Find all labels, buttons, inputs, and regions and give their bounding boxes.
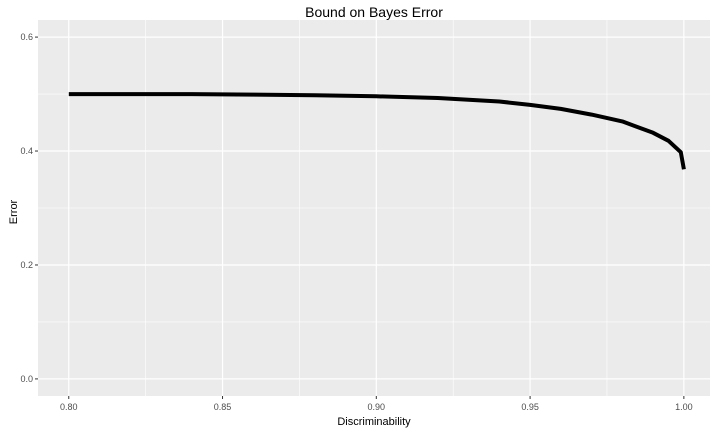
x-tick-label: 0.85 <box>214 402 232 412</box>
chart-title: Bound on Bayes Error <box>305 4 443 20</box>
y-tick-label: 0.0 <box>20 374 33 384</box>
y-tick-label: 0.2 <box>20 260 33 270</box>
series-layer <box>68 92 686 170</box>
x-tick-label: 0.95 <box>521 402 539 412</box>
y-axis-label: Error <box>8 199 20 224</box>
x-axis-ticks: 0.80 0.85 0.90 0.95 1.00 <box>60 396 693 412</box>
minor-gridlines <box>38 20 710 396</box>
series-line <box>68 92 686 170</box>
y-axis-ticks: 0.0 0.2 0.4 0.6 <box>20 32 38 384</box>
x-tick-label: 0.80 <box>60 402 78 412</box>
x-axis-label: Discriminability <box>337 416 411 428</box>
major-gridlines <box>38 20 710 396</box>
x-tick-label: 1.00 <box>675 402 693 412</box>
y-tick-label: 0.4 <box>20 146 33 156</box>
y-tick-label: 0.6 <box>20 32 33 42</box>
x-tick-label: 0.90 <box>368 402 386 412</box>
